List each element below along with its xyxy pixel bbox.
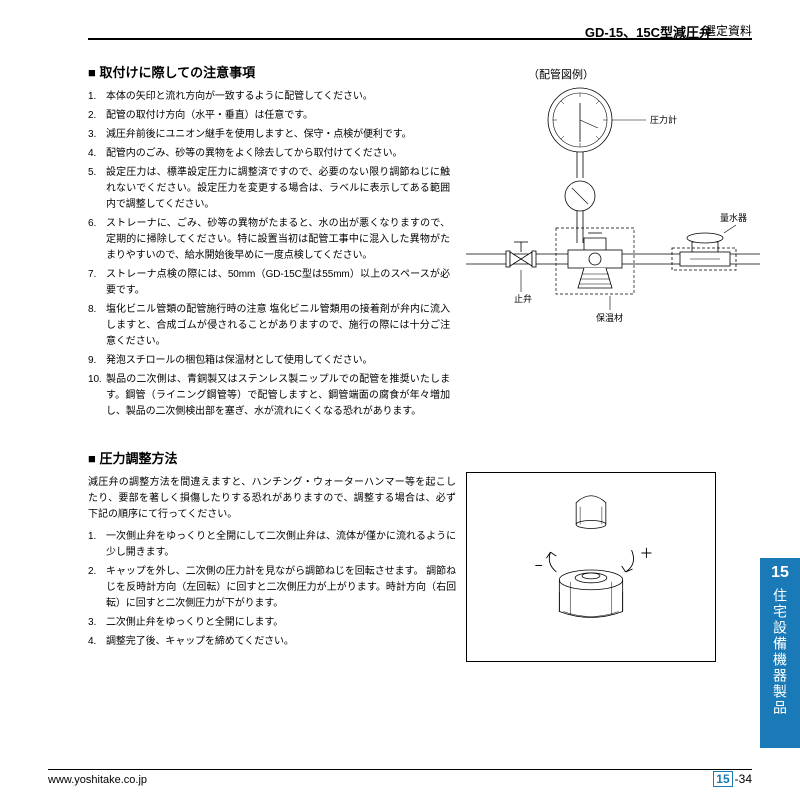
section-adjustment: ■ 圧力調整方法 減圧弁の調整方法を間違えますと、ハンチング・ウォーターハンマー… (88, 448, 456, 653)
section-installation: ■ 取付けに際しての注意事項 本体の矢印と流れ方向が一致するように配管してくださ… (88, 62, 450, 423)
footer-page: 15-34 (713, 772, 752, 786)
section2-item: 調整完了後、キャップを締めてください。 (88, 634, 456, 650)
section2-item: 一次側止弁をゆっくりと全開にして二次側止弁は、流体が僅かに流れるように少し開きま… (88, 529, 456, 561)
piping-diagram: 圧力計 止弁 (460, 78, 760, 348)
section1-item: 発泡スチロールの梱包箱は保温材として使用してください。 (88, 353, 450, 369)
section1-item: 設定圧力は、標準設定圧力に調整済ですので、必要のない限り調節ねじに触れないでくだ… (88, 165, 450, 213)
section1-item: ストレーナに、ごみ、砂等の異物がたまると、水の出が悪くなりますので、定期的に掃除… (88, 216, 450, 264)
section2-list: 一次側止弁をゆっくりと全開にして二次側止弁は、流体が僅かに流れるように少し開きま… (88, 529, 456, 650)
section1-item: 減圧弁前後にユニオン継手を使用しますと、保守・点検が便利です。 (88, 127, 450, 143)
section1-item: 本体の矢印と流れ方向が一致するように配管してください。 (88, 89, 450, 105)
doc-label: 選定資料 (704, 22, 752, 39)
section2-item: キャップを外し、二次側の圧力計を見ながら調節ねじを回転させます。 調節ねじを反時… (88, 564, 456, 612)
chapter-label: 住宅設備機器製品 (770, 588, 790, 716)
footer-rule (48, 769, 752, 770)
chapter-tab: 15 住宅設備機器製品 (760, 558, 800, 748)
section1-title: ■ 取付けに際しての注意事項 (88, 62, 450, 81)
footer-url: www.yoshitake.co.jp (48, 774, 147, 786)
section2-item: 二次側止弁をゆっくりと全開にします。 (88, 615, 456, 631)
page-minor: -34 (735, 772, 752, 786)
section1-item: 配管の取付け方向（水平・垂直）は任意です。 (88, 108, 450, 124)
section1-item: 製品の二次側は、青銅製又はステンレス製ニップルでの配管を推奨いたします。鋼管（ラ… (88, 372, 450, 420)
chapter-number: 15 (771, 564, 789, 582)
stopvalve-label: 止弁 (514, 293, 532, 304)
plus-label: ＋ (639, 545, 653, 561)
section1-list: 本体の矢印と流れ方向が一致するように配管してください。配管の取付け方向（水平・垂… (88, 89, 450, 420)
page-major: 15 (713, 771, 732, 787)
minus-label: − (535, 557, 543, 573)
insulation-label: 保温材 (596, 312, 623, 323)
section1-item: 塩化ビニル管類の配管施行時の注意 塩化ビニル管類用の接着剤が弁内に流入しますと、… (88, 302, 450, 350)
section1-item: 配管内のごみ、砂等の異物をよく除去してから取付けてください。 (88, 146, 450, 162)
adjustment-diagram: − ＋ (466, 472, 716, 662)
doc-code: GD-15、15C型減圧弁 (585, 22, 712, 41)
section2-intro: 減圧弁の調整方法を間違えますと、ハンチング・ウォーターハンマー等を起こしたり、要… (88, 475, 456, 523)
gauge-label: 圧力計 (650, 114, 677, 125)
section1-item: ストレーナ点検の際には、50mm（GD-15C型は55mm）以上のスペースが必要… (88, 267, 450, 299)
section2-title: ■ 圧力調整方法 (88, 448, 456, 467)
meter-label: 量水器 (720, 212, 747, 223)
